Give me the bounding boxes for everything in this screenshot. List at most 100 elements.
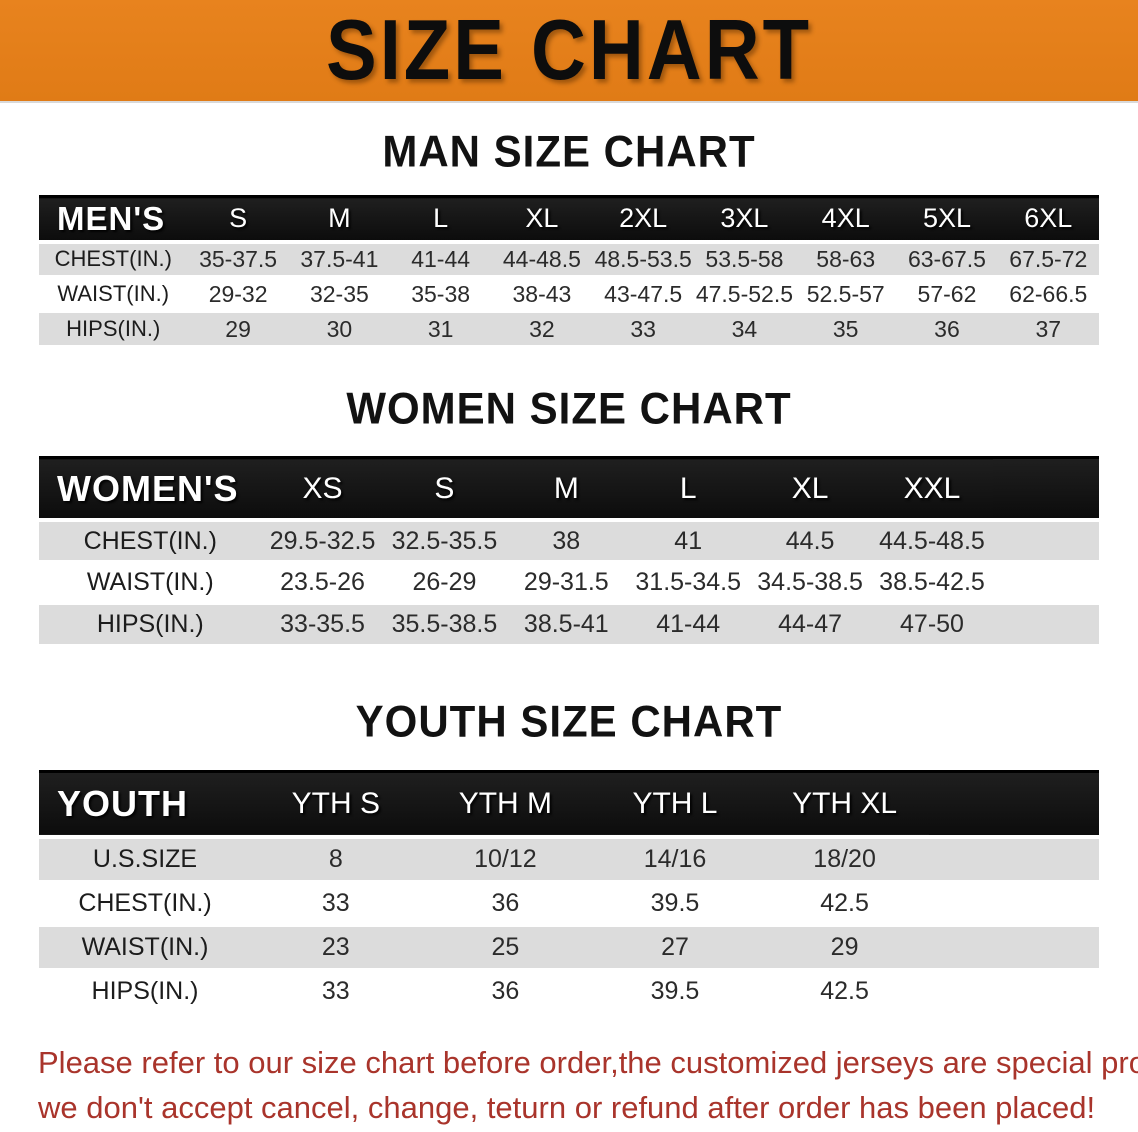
- size-value: 38-43: [491, 276, 593, 314]
- table-corner-label: YOUTH: [39, 769, 251, 840]
- spacer-cell: [929, 925, 1099, 971]
- row-label: HIPS(IN.): [39, 969, 251, 1015]
- size-value: 35: [795, 311, 897, 349]
- size-value: 42.5: [759, 969, 930, 1015]
- spacer-cell: [929, 769, 1099, 840]
- row-label: HIPS(IN.): [39, 311, 188, 349]
- size-value: 58-63: [795, 241, 897, 279]
- size-column-header: L: [627, 456, 750, 522]
- size-value: 29: [759, 925, 930, 971]
- table-header-row: MEN'S S M L XL 2XL 3XL 4XL 5XL 6XL: [39, 195, 1099, 244]
- size-value: 47-50: [871, 603, 993, 648]
- size-column-header: 6XL: [997, 195, 1099, 244]
- size-value: 41: [627, 519, 750, 564]
- size-column-header: S: [187, 195, 289, 244]
- size-value: 29-31.5: [505, 561, 628, 606]
- table-row: CHEST(IN.) 35-37.5 37.5-41 41-44 44-48.5 48.5…: [39, 241, 1099, 279]
- size-value: 57-62: [896, 276, 998, 314]
- size-column-header: XL: [749, 456, 872, 522]
- size-value: 36: [896, 311, 998, 349]
- row-label: HIPS(IN.): [39, 603, 262, 648]
- section-heading-women: WOMEN SIZE CHART: [346, 383, 792, 434]
- size-value: 39.5: [590, 969, 760, 1015]
- row-label: WAIST(IN.): [39, 561, 262, 606]
- size-column-header: XL: [491, 195, 593, 244]
- size-value: 34: [693, 311, 796, 349]
- spacer-cell: [992, 519, 1099, 564]
- youth-size-table: YOUTH YTH S YTH M YTH L YTH XL U.S.SIZE 8 10/12…: [39, 769, 1099, 1015]
- size-value: 62-66.5: [997, 276, 1099, 314]
- size-value: 37.5-41: [288, 241, 390, 279]
- table-corner-label: WOMEN'S: [39, 456, 262, 522]
- size-value: 63-67.5: [896, 241, 998, 279]
- size-value: 33: [251, 881, 421, 927]
- table-row: WAIST(IN.) 23 25 27 29: [39, 925, 1099, 971]
- size-value: 10/12: [420, 837, 591, 883]
- size-value: 8: [251, 837, 421, 883]
- section-man-size-chart: MAN SIZE CHART MEN'S S M L XL 2XL 3XL 4XL 5XL 6XL C…: [0, 126, 1138, 349]
- table-row: WAIST(IN.) 23.5-26 26-29 29-31.5 31.5-34.5 34…: [39, 561, 1099, 606]
- size-value: 34.5-38.5: [749, 561, 872, 606]
- section-women-size-chart: WOMEN SIZE CHART WOMEN'S XS S M L XL XXL CHEST(I…: [0, 383, 1138, 648]
- row-label: CHEST(IN.): [39, 519, 262, 564]
- section-heading-man: MAN SIZE CHART: [382, 126, 756, 177]
- table-row: WAIST(IN.) 29-32 32-35 35-38 38-43 43-47.5 47.…: [39, 276, 1099, 314]
- size-value: 39.5: [590, 881, 760, 927]
- size-value: 35-38: [390, 276, 492, 314]
- size-column-header: M: [288, 195, 390, 244]
- size-value: 52.5-57: [795, 276, 897, 314]
- size-value: 44-47: [749, 603, 872, 648]
- spacer-cell: [929, 969, 1099, 1015]
- size-column-header: M: [505, 456, 628, 522]
- size-value: 38.5-41: [505, 603, 628, 648]
- size-column-header: YTH M: [420, 769, 591, 840]
- table-header-row: WOMEN'S XS S M L XL XXL: [39, 456, 1099, 522]
- size-value: 47.5-52.5: [693, 276, 796, 314]
- spacer-cell: [992, 603, 1099, 648]
- size-column-header: 4XL: [795, 195, 897, 244]
- row-label: WAIST(IN.): [39, 925, 251, 971]
- size-column-header: YTH XL: [759, 769, 930, 840]
- table-row: CHEST(IN.) 33 36 39.5 42.5: [39, 881, 1099, 927]
- size-value: 29.5-32.5: [261, 519, 384, 564]
- table-header-row: YOUTH YTH S YTH M YTH L YTH XL: [39, 769, 1099, 840]
- size-value: 35-37.5: [187, 241, 289, 279]
- disclaimer-line-1: Please refer to our size chart before or…: [38, 1044, 1138, 1080]
- disclaimer: Please refer to our size chart before or…: [38, 1041, 1138, 1131]
- table-corner-label: MEN'S: [39, 195, 188, 244]
- man-size-table: MEN'S S M L XL 2XL 3XL 4XL 5XL 6XL CHEST(IN.) 35-37…: [39, 195, 1099, 349]
- size-value: 32: [491, 311, 593, 349]
- section-youth-size-chart: YOUTH SIZE CHART YOUTH YTH S YTH M YTH L YTH …: [0, 697, 1138, 1015]
- size-value: 33: [251, 969, 421, 1015]
- table-row: HIPS(IN.) 33-35.5 35.5-38.5 38.5-41 41-44 44-…: [39, 603, 1099, 648]
- size-value: 27: [590, 925, 760, 971]
- size-value: 23: [251, 925, 421, 971]
- size-column-header: YTH S: [251, 769, 421, 840]
- size-value: 44-48.5: [491, 241, 593, 279]
- size-value: 25: [420, 925, 591, 971]
- spacer-cell: [992, 561, 1099, 606]
- size-value: 38.5-42.5: [871, 561, 993, 606]
- size-value: 23.5-26: [261, 561, 384, 606]
- spacer-cell: [992, 456, 1099, 522]
- row-label: WAIST(IN.): [39, 276, 188, 314]
- page-title: SIZE CHART: [326, 2, 812, 98]
- size-column-header: YTH L: [590, 769, 760, 840]
- size-value: 32.5-35.5: [383, 519, 506, 564]
- size-value: 44.5-48.5: [871, 519, 993, 564]
- table-row: CHEST(IN.) 29.5-32.5 32.5-35.5 38 41 44.5 44.5…: [39, 519, 1099, 564]
- size-column-header: XXL: [871, 456, 993, 522]
- section-heading-youth: YOUTH SIZE CHART: [355, 697, 783, 747]
- banner: SIZE CHART: [0, 0, 1138, 103]
- size-value: 29-32: [187, 276, 289, 314]
- size-value: 33-35.5: [261, 603, 384, 648]
- size-value: 43-47.5: [592, 276, 694, 314]
- size-value: 67.5-72: [997, 241, 1099, 279]
- size-value: 41-44: [390, 241, 492, 279]
- table-row: HIPS(IN.) 29 30 31 32 33 34 35 36 37: [39, 311, 1099, 349]
- disclaimer-line-2: we don't accept cancel, change, teturn o…: [38, 1089, 1096, 1125]
- size-value: 32-35: [288, 276, 390, 314]
- size-chart-sections: MAN SIZE CHART MEN'S S M L XL 2XL 3XL 4XL 5XL 6XL C…: [0, 126, 1138, 1015]
- spacer-cell: [929, 881, 1099, 927]
- size-value: 37: [997, 311, 1099, 349]
